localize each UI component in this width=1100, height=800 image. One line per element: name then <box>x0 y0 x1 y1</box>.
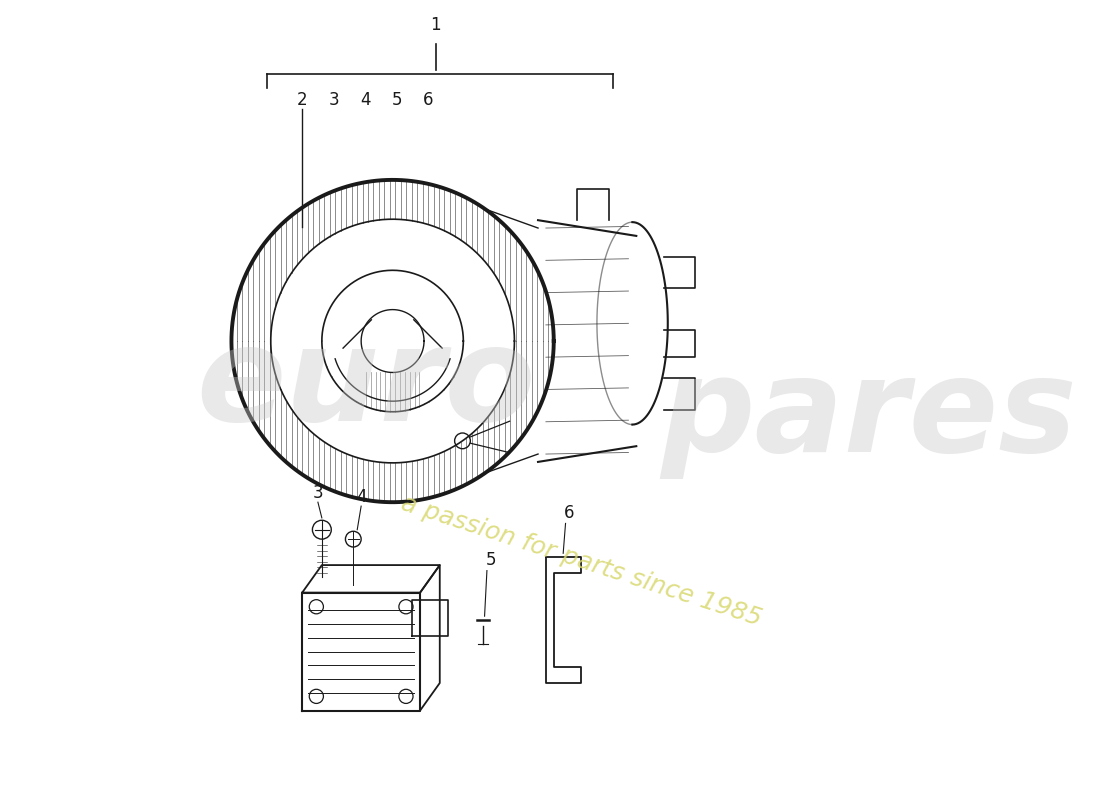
Text: 6: 6 <box>564 504 574 522</box>
Text: 2: 2 <box>297 91 308 109</box>
Text: 3: 3 <box>312 484 323 502</box>
Text: 5: 5 <box>485 551 496 569</box>
Text: 3: 3 <box>328 91 339 109</box>
Text: 6: 6 <box>422 91 433 109</box>
Text: 5: 5 <box>392 91 402 109</box>
Text: euro: euro <box>196 321 536 448</box>
Text: a passion for parts since 1985: a passion for parts since 1985 <box>398 491 764 631</box>
Text: 4: 4 <box>356 488 366 506</box>
Text: 4: 4 <box>360 91 371 109</box>
Text: pares: pares <box>660 352 1077 479</box>
Text: 1: 1 <box>430 17 441 34</box>
